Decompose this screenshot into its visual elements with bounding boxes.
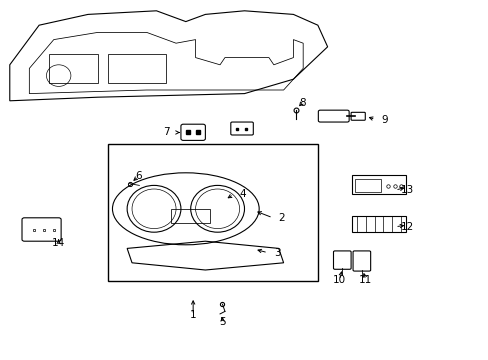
Bar (354, 179, 381, 192)
Text: 13: 13 (400, 185, 413, 195)
Bar (171, 209, 210, 223)
Bar (107, 54, 166, 83)
Text: 12: 12 (400, 222, 413, 232)
Text: 4: 4 (239, 189, 246, 199)
Text: 2: 2 (278, 213, 285, 223)
Bar (49, 54, 98, 83)
Text: 7: 7 (163, 127, 170, 138)
Text: 14: 14 (52, 238, 65, 248)
Text: 6: 6 (135, 171, 142, 181)
Bar (351, 216, 405, 232)
Text: 5: 5 (219, 317, 225, 327)
Bar (351, 175, 405, 194)
Text: 3: 3 (273, 248, 280, 258)
Text: 10: 10 (333, 275, 346, 285)
Text: 1: 1 (189, 310, 196, 320)
Bar (107, 144, 317, 281)
Text: 9: 9 (381, 114, 387, 125)
Text: 8: 8 (298, 98, 305, 108)
Text: 11: 11 (358, 275, 372, 285)
